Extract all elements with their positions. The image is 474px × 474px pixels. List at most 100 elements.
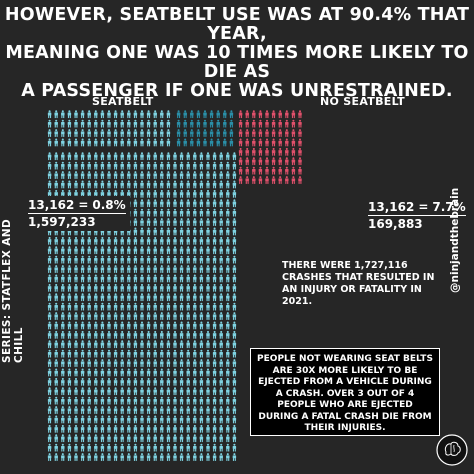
seatbelt-person-icon: [153, 330, 157, 339]
seatbelt-person-icon: [61, 138, 65, 147]
seatbelt-person-icon: [146, 274, 151, 283]
seatbelt-person-icon: [113, 161, 118, 170]
seatbelt-person-icon: [113, 396, 118, 405]
seatbelt-person-icon: [133, 434, 138, 443]
seatbelt-person-icon: [133, 396, 138, 405]
seatbelt-person-icon: [127, 246, 131, 255]
seatbelt-person-icon: [193, 424, 197, 433]
seatbelt-person-icon: [80, 274, 85, 283]
no-seatbelt-person-icon: [265, 147, 269, 156]
seatbelt-person-icon: [179, 246, 184, 255]
seatbelt-person-icon: [232, 340, 237, 349]
seatbelt-person-icon: [54, 359, 58, 367]
seatbelt-person-icon: [140, 110, 144, 119]
seatbelt-person-icon: [160, 199, 164, 208]
seatbelt-person-icon: [127, 110, 131, 119]
seatbelt-person-icon: [80, 246, 85, 255]
seatbelt-person-icon: [199, 396, 204, 405]
seatbelt-person-icon: [94, 119, 98, 128]
seatbelt-person-icon: [127, 293, 131, 302]
seatbelt-person-icon: [54, 312, 58, 320]
seatbelt-person-icon: [67, 349, 72, 358]
seatbelt-person-icon: [173, 330, 177, 339]
seatbelt-person-icon: [226, 387, 230, 396]
seatbelt-person-icon: [94, 180, 98, 189]
seatbelt-person-icon: [179, 453, 184, 461]
seatbelt-person-icon: [206, 330, 210, 339]
seatbelt-person-icon: [87, 434, 91, 443]
seatbelt-person-icon: [80, 152, 85, 161]
seatbelt-person-icon: [94, 293, 98, 302]
seatbelt-person-icon: [120, 424, 124, 433]
seatbelt-person-icon: [160, 293, 164, 302]
seatbelt-person-icon: [120, 359, 124, 367]
seatbelt-person-icon: [87, 387, 91, 396]
seatbelt-person-icon: [226, 180, 230, 189]
seatbelt-death-person-icon: [209, 119, 214, 128]
seatbelt-person-icon: [100, 424, 105, 433]
seatbelt-person-icon: [80, 424, 85, 433]
seatbelt-person-icon: [120, 180, 124, 189]
seatbelt-person-icon: [193, 443, 197, 452]
seatbelt-person-icon: [206, 236, 210, 245]
seatbelt-person-icon: [186, 368, 190, 377]
seatbelt-person-icon: [179, 312, 184, 320]
seatbelt-person-icon: [193, 302, 197, 311]
seatbelt-person-icon: [127, 283, 131, 292]
seatbelt-person-icon: [100, 119, 105, 128]
seatbelt-person-icon: [74, 434, 78, 443]
seatbelt-person-icon: [173, 434, 177, 443]
no-seatbelt-deaths: 13,162: [368, 200, 415, 214]
seatbelt-person-icon: [140, 218, 144, 226]
seatbelt-person-icon: [47, 443, 52, 452]
seatbelt-person-icon: [179, 227, 184, 236]
seatbelt-person-icon: [179, 424, 184, 433]
seatbelt-person-icon: [173, 161, 177, 170]
seatbelt-person-icon: [193, 236, 197, 245]
seatbelt-person-icon: [199, 265, 204, 273]
seatbelt-person-icon: [166, 453, 171, 461]
seatbelt-person-icon: [54, 236, 58, 245]
seatbelt-person-icon: [94, 424, 98, 433]
seatbelt-person-icon: [100, 340, 105, 349]
seatbelt-person-icon: [153, 208, 157, 217]
seatbelt-person-icon: [47, 246, 52, 255]
seatbelt-person-icon: [186, 349, 190, 358]
seatbelt-person-icon: [160, 368, 164, 377]
seatbelt-person-icon: [133, 152, 138, 161]
seatbelt-person-icon: [212, 359, 217, 367]
seatbelt-person-icon: [199, 321, 204, 330]
seatbelt-person-icon: [107, 312, 111, 320]
seatbelt-person-icon: [47, 161, 52, 170]
seatbelt-person-icon: [199, 377, 204, 386]
seatbelt-person-icon: [94, 396, 98, 405]
seatbelt-person-icon: [67, 340, 72, 349]
seatbelt-person-icon: [61, 453, 65, 461]
seatbelt-person-icon: [113, 180, 118, 189]
seatbelt-person-icon: [54, 293, 58, 302]
no-seatbelt-person-icon: [245, 157, 249, 166]
seatbelt-person-icon: [146, 293, 151, 302]
seatbelt-person-icon: [113, 246, 118, 255]
seatbelt-person-icon: [166, 424, 171, 433]
seatbelt-person-icon: [94, 368, 98, 377]
seatbelt-person-icon: [206, 246, 210, 255]
seatbelt-person-icon: [127, 129, 131, 137]
seatbelt-person-icon: [67, 152, 72, 161]
seatbelt-person-icon: [113, 321, 118, 330]
seatbelt-person-icon: [166, 406, 171, 414]
seatbelt-person-icon: [212, 274, 217, 283]
seatbelt-person-icon: [160, 138, 164, 147]
seatbelt-person-icon: [212, 180, 217, 189]
seatbelt-person-icon: [166, 293, 171, 302]
seatbelt-person-icon: [80, 255, 85, 264]
seatbelt-person-icon: [179, 434, 184, 443]
seatbelt-person-icon: [61, 312, 65, 320]
no-seatbelt-person-icon: [258, 147, 263, 156]
seatbelt-person-icon: [146, 312, 151, 320]
seatbelt-person-icon: [199, 274, 204, 283]
seatbelt-death-person-icon: [190, 119, 194, 128]
seatbelt-person-icon: [67, 265, 72, 273]
seatbelt-person-icon: [179, 180, 184, 189]
no-seatbelt-person-icon: [291, 176, 296, 184]
